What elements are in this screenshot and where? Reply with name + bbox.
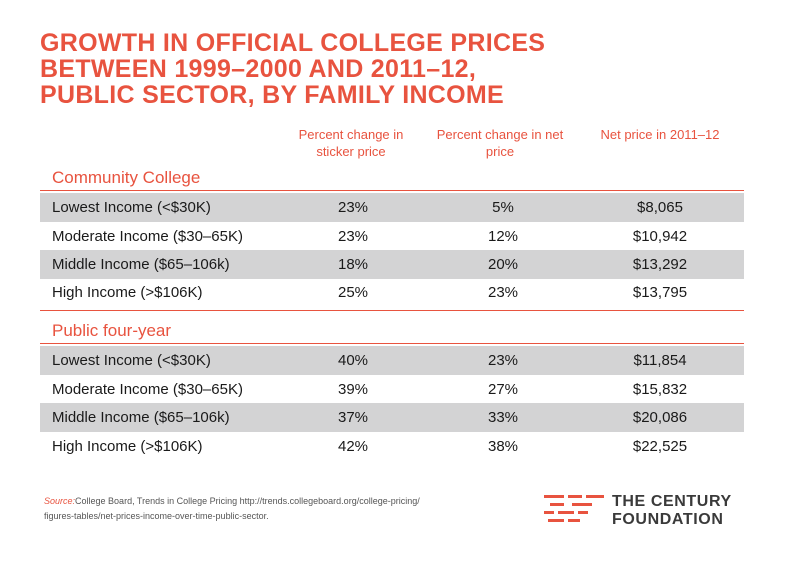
logo-line-1: THE CENTURY <box>612 493 732 510</box>
net-price-value: $20,086 <box>632 409 688 426</box>
sticker-change-value: 23% <box>337 199 369 216</box>
table-row: Middle Income ($65–106k) 37% 33% $20,086 <box>40 403 744 432</box>
net-price-value: $10,942 <box>632 228 688 245</box>
net-change-value: 38% <box>487 438 519 455</box>
row-label: Lowest Income (<$30K) <box>52 352 211 369</box>
column-header-sticker: Percent change in sticker price <box>281 126 421 160</box>
net-price-value: $8,065 <box>637 199 683 216</box>
sticker-change-value: 25% <box>337 284 369 301</box>
net-change-value: 33% <box>487 409 519 426</box>
source-line-2: figures-tables/net-prices-income-over-ti… <box>44 511 269 521</box>
row-label: High Income (>$106K) <box>52 284 203 301</box>
net-change-value: 12% <box>487 228 519 245</box>
net-change-value: 20% <box>487 256 519 273</box>
row-label: Moderate Income ($30–65K) <box>52 381 243 398</box>
section-label-public-four-year: Public four-year <box>52 321 172 340</box>
title-line-3: PUBLIC SECTOR, BY FAMILY INCOME <box>40 81 504 109</box>
section-rule-community-college <box>40 190 744 191</box>
section-label-community-college: Community College <box>52 168 201 187</box>
column-header-sticker-line-1: Percent change in <box>298 127 404 142</box>
sticker-change-value: 42% <box>337 438 369 455</box>
sticker-change-value: 39% <box>337 381 369 398</box>
table-row: Middle Income ($65–106k) 18% 20% $13,292 <box>40 250 744 279</box>
sticker-change-value: 23% <box>337 228 369 245</box>
table-row: Moderate Income ($30–65K) 39% 27% $15,83… <box>40 375 744 404</box>
net-change-value: 27% <box>487 381 519 398</box>
sticker-change-value: 18% <box>337 256 369 273</box>
table-row: High Income (>$106K) 42% 38% $22,525 <box>40 432 744 461</box>
net-price-value: $13,292 <box>632 256 688 273</box>
net-change-value: 5% <box>492 199 514 216</box>
net-price-value: $15,832 <box>632 381 688 398</box>
net-change-value: 23% <box>487 352 519 369</box>
net-price-value: $11,854 <box>633 352 687 369</box>
net-price-value: $13,795 <box>632 284 688 301</box>
column-header-price-line-1: Net price in 2011–12 <box>600 127 720 142</box>
logo-line-2: FOUNDATION <box>612 511 724 528</box>
title-line-2: BETWEEN 1999–2000 AND 2011–12, <box>40 55 477 83</box>
section-rule-public-four-year <box>40 343 744 344</box>
row-label: Middle Income ($65–106k) <box>52 409 230 426</box>
source-note: Source:College Board, Trends in College … <box>44 494 504 524</box>
table-row: Lowest Income (<$30K) 40% 23% $11,854 <box>40 346 744 375</box>
sticker-change-value: 37% <box>337 409 369 426</box>
row-label: High Income (>$106K) <box>52 438 203 455</box>
section-divider-rule <box>40 310 744 311</box>
source-line-1: College Board, Trends in College Pricing… <box>75 496 420 506</box>
column-header-net-line-1: Percent change in net <box>436 127 564 142</box>
net-change-value: 23% <box>487 284 519 301</box>
column-header-sticker-line-2: sticker price <box>316 144 386 159</box>
sticker-change-value: 40% <box>337 352 369 369</box>
logo-wordmark: THE CENTURY FOUNDATION <box>612 493 732 529</box>
table-row: High Income (>$106K) 25% 23% $13,795 <box>40 278 744 307</box>
column-header-net: Percent change in net price <box>425 126 575 160</box>
row-label: Lowest Income (<$30K) <box>52 199 211 216</box>
row-label: Middle Income ($65–106k) <box>52 256 230 273</box>
column-header-net-line-2: price <box>485 144 515 159</box>
title-line-1: GROWTH IN OFFICIAL COLLEGE PRICES <box>40 29 546 57</box>
century-foundation-logo-mark-icon <box>544 495 604 522</box>
chart-title: GROWTH IN OFFICIAL COLLEGE PRICES BETWEE… <box>40 30 600 108</box>
row-label: Moderate Income ($30–65K) <box>52 228 243 245</box>
table-row: Moderate Income ($30–65K) 23% 12% $10,94… <box>40 222 744 251</box>
table-row: Lowest Income (<$30K) 23% 5% $8,065 <box>40 193 744 222</box>
source-prefix: Source: <box>44 496 76 506</box>
column-header-price: Net price in 2011–12 <box>585 126 735 143</box>
net-price-value: $22,525 <box>632 438 688 455</box>
